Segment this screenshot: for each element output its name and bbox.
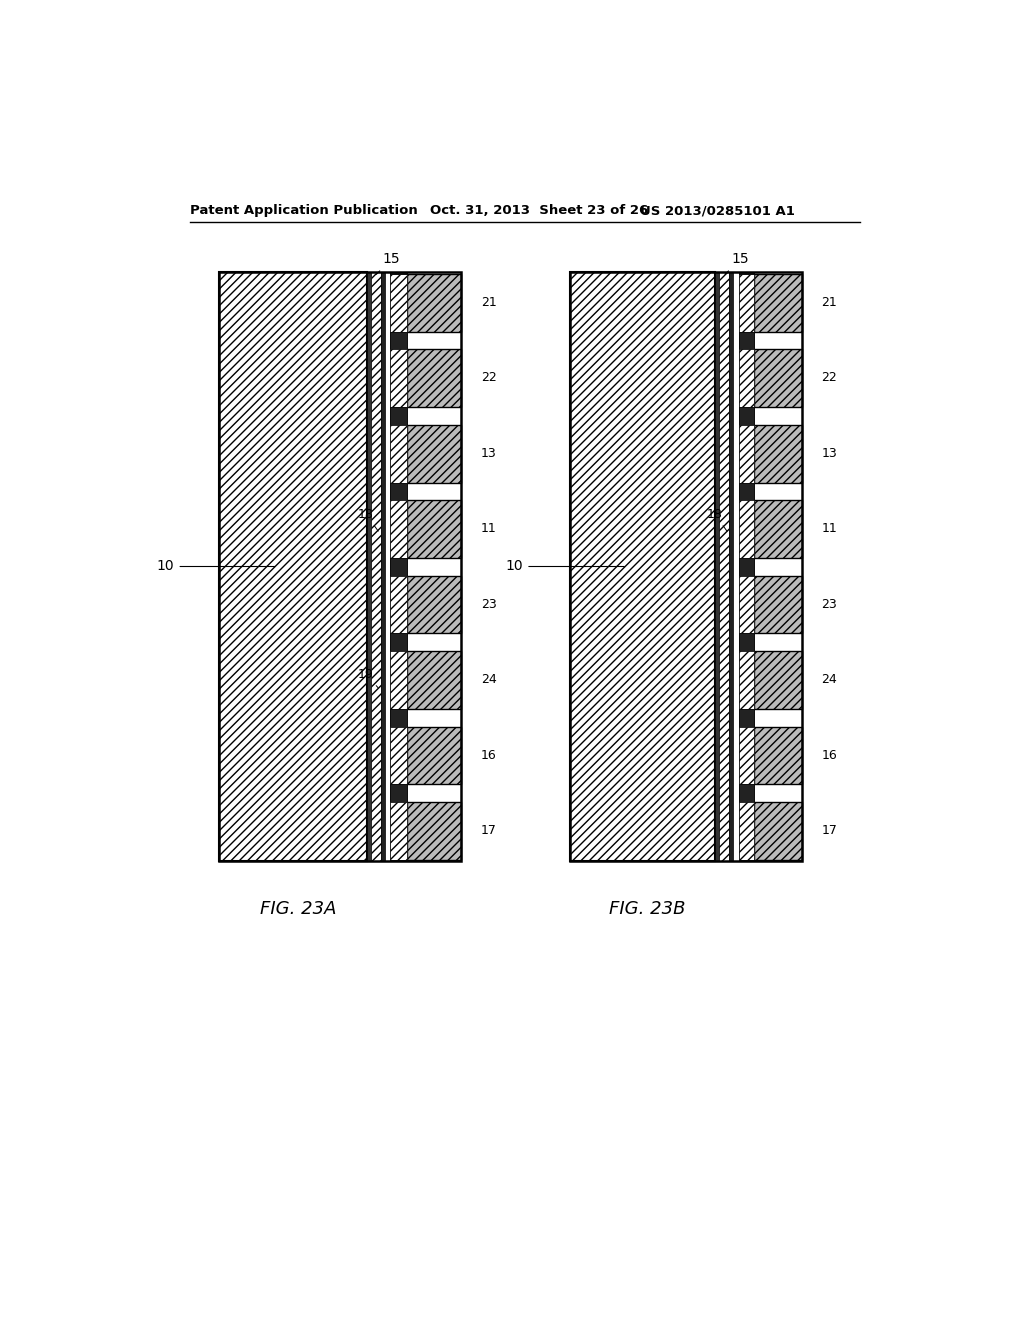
Bar	[390, 651, 407, 709]
Bar	[738, 272, 755, 275]
Text: 11: 11	[821, 523, 838, 536]
Bar	[738, 407, 755, 425]
Bar	[755, 425, 802, 483]
Bar	[738, 709, 755, 726]
Text: 18: 18	[707, 508, 727, 531]
Bar	[371, 272, 381, 861]
Bar	[729, 272, 733, 861]
Bar	[407, 651, 461, 709]
Bar	[738, 651, 755, 709]
Bar	[390, 784, 407, 803]
Bar	[407, 500, 461, 558]
Bar	[755, 726, 802, 784]
Bar	[738, 272, 755, 861]
Bar	[390, 272, 407, 275]
Bar	[569, 272, 802, 861]
Bar	[755, 803, 802, 859]
Bar	[390, 350, 407, 407]
Bar	[367, 272, 371, 861]
Bar	[390, 500, 407, 558]
Text: 13: 13	[821, 446, 838, 459]
Bar	[385, 272, 390, 861]
Bar	[719, 272, 729, 861]
Bar	[390, 483, 407, 500]
Bar	[390, 272, 407, 861]
Text: 15: 15	[377, 252, 400, 275]
Bar	[738, 483, 755, 500]
Bar	[716, 272, 719, 861]
Text: 22: 22	[480, 371, 497, 384]
Text: 21: 21	[821, 296, 838, 309]
Text: 11: 11	[480, 523, 497, 536]
Bar	[755, 350, 802, 407]
Bar	[738, 576, 755, 634]
Bar	[733, 272, 738, 861]
Text: 17: 17	[821, 824, 838, 837]
Bar	[407, 275, 461, 331]
Text: 19: 19	[358, 668, 378, 688]
Text: 16: 16	[480, 748, 497, 762]
Text: 16: 16	[821, 748, 838, 762]
Bar	[755, 500, 802, 558]
Bar	[755, 275, 802, 331]
Bar	[738, 275, 755, 331]
Text: 13: 13	[480, 446, 497, 459]
Bar	[738, 634, 755, 651]
Bar	[390, 634, 407, 651]
Bar	[738, 331, 755, 350]
Bar	[219, 272, 461, 861]
Text: FIG. 23B: FIG. 23B	[609, 900, 685, 919]
Bar	[738, 425, 755, 483]
Bar	[390, 709, 407, 726]
Bar	[738, 500, 755, 558]
Text: 10: 10	[506, 560, 625, 573]
Bar	[738, 726, 755, 784]
Bar	[390, 726, 407, 784]
Bar	[219, 272, 367, 861]
Bar	[738, 558, 755, 576]
Bar	[755, 651, 802, 709]
Bar	[407, 425, 461, 483]
Bar	[390, 407, 407, 425]
Bar	[407, 726, 461, 784]
Bar	[569, 272, 716, 861]
Text: Patent Application Publication: Patent Application Publication	[190, 205, 418, 218]
Bar	[390, 331, 407, 350]
Bar	[390, 558, 407, 576]
Bar	[738, 350, 755, 407]
Text: 21: 21	[480, 296, 497, 309]
Bar	[390, 425, 407, 483]
Text: 23: 23	[480, 598, 497, 611]
Bar	[390, 803, 407, 859]
Text: FIG. 23A: FIG. 23A	[260, 900, 337, 919]
Bar	[738, 784, 755, 803]
Text: 24: 24	[821, 673, 838, 686]
Bar	[381, 272, 385, 861]
Text: 24: 24	[480, 673, 497, 686]
Bar	[390, 576, 407, 634]
Bar	[738, 803, 755, 859]
Text: 17: 17	[480, 824, 497, 837]
Bar	[407, 803, 461, 859]
Bar	[390, 275, 407, 331]
Text: Oct. 31, 2013  Sheet 23 of 26: Oct. 31, 2013 Sheet 23 of 26	[430, 205, 648, 218]
Bar	[407, 576, 461, 634]
Text: 10: 10	[157, 560, 274, 573]
Text: 18: 18	[358, 508, 378, 531]
Text: US 2013/0285101 A1: US 2013/0285101 A1	[640, 205, 795, 218]
Bar	[407, 350, 461, 407]
Bar	[755, 576, 802, 634]
Text: 15: 15	[725, 252, 750, 275]
Text: 22: 22	[821, 371, 838, 384]
Text: 23: 23	[821, 598, 838, 611]
